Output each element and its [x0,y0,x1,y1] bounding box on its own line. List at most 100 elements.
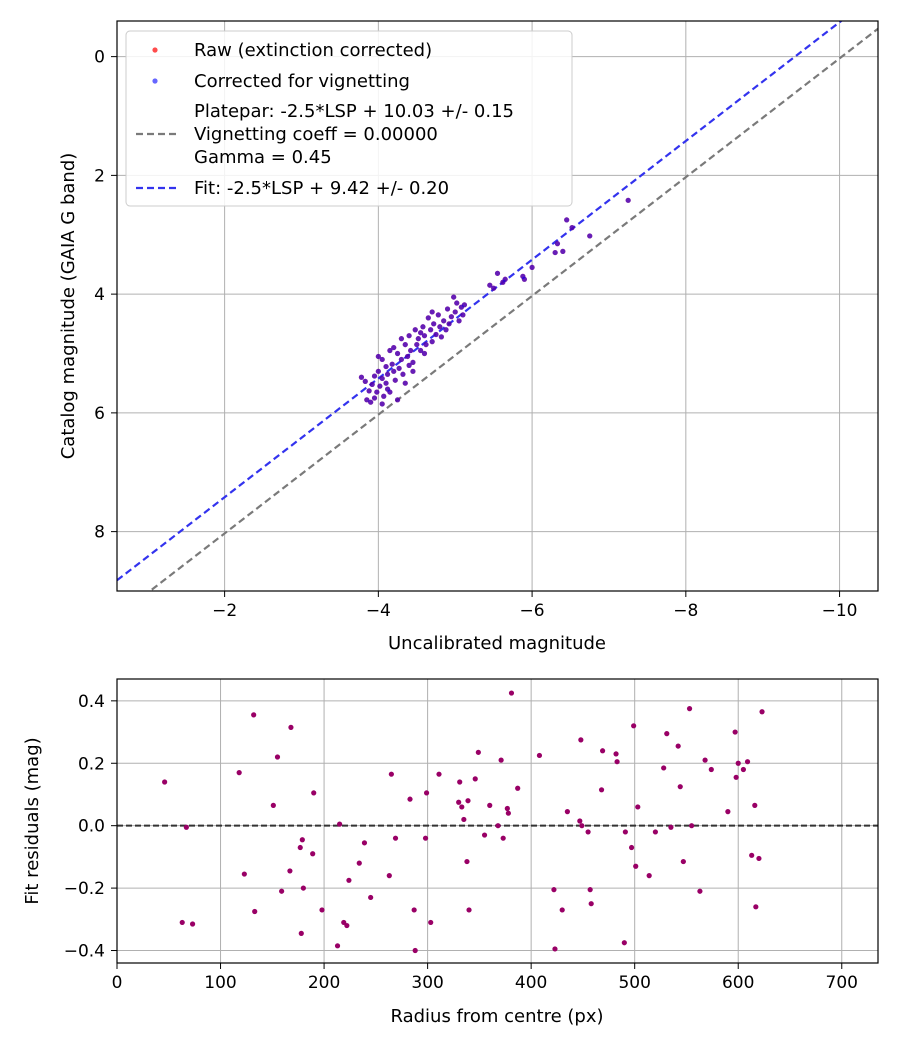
x-axis-label: Uncalibrated magnitude [388,633,606,654]
corrected-point [383,380,389,386]
corrected-point [379,375,385,382]
legend-label-raw: Raw (extinction corrected) [194,40,432,61]
residual-point [299,837,305,843]
residual-point [744,759,751,765]
residual-point [270,802,276,808]
residual-point [388,771,394,777]
grid [116,679,878,963]
residual-point [536,752,543,759]
y-tick-label: 0.4 [78,692,105,712]
residual-point [241,871,247,877]
residual-point [274,754,281,760]
residual-point [614,759,620,765]
residual-point [412,947,418,954]
y-tick-label: 2 [94,166,105,186]
residual-point [664,731,670,737]
residual-point [508,690,515,696]
residual-point [392,835,399,841]
corrected-point [414,341,420,348]
y-axis-label: Catalog magnitude (GAIA G band) [58,153,79,460]
corrected-point [358,374,365,380]
plot-frame [116,20,879,592]
y-ticks: 0 2 4 6 8 [94,48,117,543]
legend-label-corrected: Corrected for vignetting [194,71,410,92]
residual-point [498,757,504,763]
residual-point [733,774,739,780]
corrected-point [421,333,428,339]
corrected-point [437,324,443,330]
residual-point [344,922,350,929]
residual-point [675,743,681,749]
corrected-point [433,331,439,338]
fit-lines [117,21,878,591]
x-axis-label: Radius from centre (px) [390,1006,603,1027]
x-tick-label: −4 [366,601,391,621]
residual-point [740,766,747,773]
residual-point [578,737,584,743]
residual-point [183,824,189,830]
residual-point [475,749,481,755]
residual-point [756,855,762,862]
corrected-point [428,327,434,333]
y-tick-label: 4 [94,285,105,305]
x-tick-label: −6 [520,601,545,621]
residual-point [428,919,434,926]
residuals-plot: 0 100 200 300 400 500 600 700 −0.4 −0.2 0.0 0.2 0.4… [22,678,879,1027]
corrected-point [406,333,412,339]
corrected-point [569,225,575,231]
corrected-point [552,249,558,256]
residual-point [251,712,257,718]
residual-point [464,858,470,865]
y-ticks: −0.4 −0.2 0.0 0.2 0.4 [64,692,117,962]
corrected-point [444,306,451,312]
corrected-point [443,327,449,333]
residual-point [515,785,521,791]
residual-point [411,907,417,913]
residual-point [459,804,465,810]
corrected-point [448,314,454,320]
corrected-point [366,388,372,394]
corrected-point [415,336,421,342]
residual-point [162,779,168,785]
x-tick-label: −8 [673,601,698,621]
residual-point [500,835,506,841]
corrected-point [410,368,416,374]
x-tick-label: 400 [515,973,547,993]
corrected-point [554,241,561,247]
residual-point [686,706,693,712]
residual-point [456,799,462,805]
corrected-point [560,248,566,254]
fit-line [117,21,843,582]
corrected-point [374,389,380,395]
corrected-point [371,373,378,379]
corrected-point [410,359,416,366]
residual-point [319,907,325,913]
residual-point [386,873,392,879]
corrected-point [529,264,535,271]
corrected-point [383,363,389,370]
residual-point [300,885,306,891]
corrected-point [402,380,408,386]
legend-label-platepar: Platepar: -2.5*LSP + 10.03 +/- 0.15 [194,101,514,122]
corrected-point [456,318,462,324]
x-tick-label: 700 [826,973,858,993]
x-ticks: −2 −4 −6 −8 −10 [212,591,858,621]
corrected-point [625,197,631,203]
corrected-point [400,371,406,377]
residual-point [457,779,463,785]
residual-point [585,829,591,835]
residual-point [504,805,510,812]
corrected-point [381,393,387,399]
residual-point [356,860,362,866]
x-tick-label: −10 [822,601,858,621]
residual-point [189,921,196,927]
residual-point [298,930,304,936]
residual-point [661,765,667,771]
corrected-point [454,300,460,306]
residual-point [552,946,558,952]
corrected-point [391,368,397,374]
residual-point [635,804,641,810]
residual-point [179,919,185,926]
residual-point [487,802,493,808]
